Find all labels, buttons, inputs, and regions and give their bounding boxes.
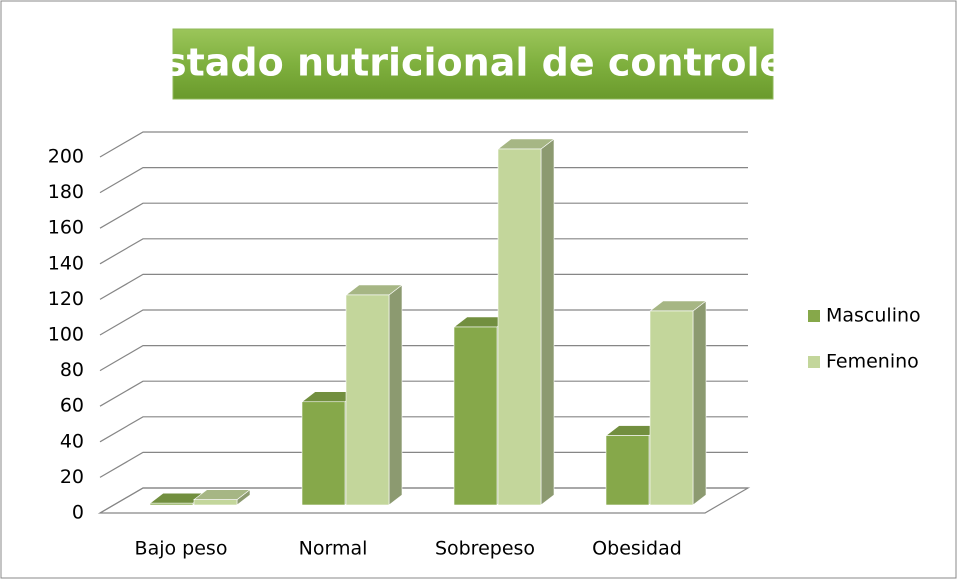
legend-swatch [808,356,820,368]
bar-side [388,284,403,506]
x-tick-label: Normal [299,538,368,560]
y-tick-label: 180 [48,181,84,203]
bar [301,401,346,506]
y-tick-label: 80 [60,359,84,381]
x-tick-label: Bajo peso [135,538,228,560]
y-tick-label: 0 [72,502,84,524]
y-tick-label: 200 [48,146,84,168]
y-tick-label: 40 [60,430,84,452]
y-tick-label: 160 [48,217,84,239]
y-tick-label: 60 [60,395,84,417]
bar [193,499,238,506]
bar [649,310,694,506]
bar-side [540,138,555,506]
legend-swatch [808,310,820,322]
y-tick-label: 140 [48,252,84,274]
bar [605,435,650,506]
y-tick-label: 20 [60,466,84,488]
legend-label: Masculino [826,305,921,327]
x-tick-label: Obesidad [592,538,682,560]
bar [497,148,542,506]
y-tick-label: 100 [48,324,84,346]
bar-side [692,300,707,506]
bar [149,502,194,506]
x-tick-label: Sobrepeso [435,538,535,560]
grid-line [99,131,748,158]
title-box [172,28,774,100]
chart-title: Estado nutricional de controles [138,41,808,85]
legend-label: Femenino [826,351,919,373]
bar [345,294,390,506]
y-tick-label: 120 [48,288,84,310]
bar [453,326,498,506]
